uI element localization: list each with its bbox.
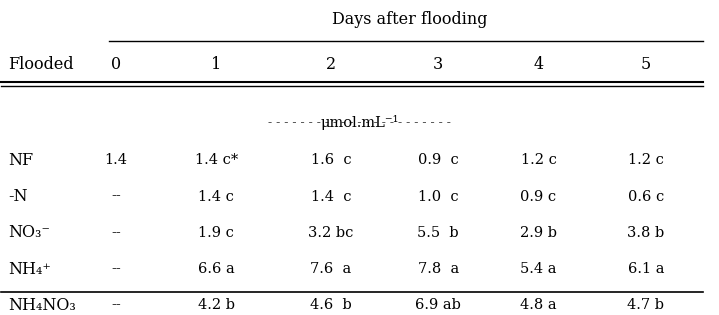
Text: 0.9 c: 0.9 c — [521, 190, 557, 203]
Text: 3: 3 — [433, 56, 444, 73]
Text: 0.6 c: 0.6 c — [628, 190, 664, 203]
Text: 4.7 b: 4.7 b — [628, 298, 664, 312]
Text: NF: NF — [9, 152, 34, 169]
Text: NO₃⁻: NO₃⁻ — [9, 224, 50, 241]
Text: 1.2 c: 1.2 c — [521, 153, 557, 167]
Text: 4.2 b: 4.2 b — [198, 298, 235, 312]
Text: 7.8  a: 7.8 a — [418, 262, 459, 276]
Text: 4: 4 — [533, 56, 544, 73]
Text: --: -- — [111, 298, 121, 312]
Text: 1.2 c: 1.2 c — [628, 153, 664, 167]
Text: 5.5  b: 5.5 b — [418, 226, 459, 240]
Text: 1.0  c: 1.0 c — [418, 190, 459, 203]
Text: 0.9  c: 0.9 c — [418, 153, 459, 167]
Text: 1.6  c: 1.6 c — [311, 153, 351, 167]
Text: Flooded: Flooded — [9, 56, 74, 73]
Text: 2.9 b: 2.9 b — [520, 226, 557, 240]
Text: 4.6  b: 4.6 b — [310, 298, 352, 312]
Text: --: -- — [111, 226, 121, 240]
Text: 1.4: 1.4 — [104, 153, 127, 167]
Text: 1.9 c: 1.9 c — [198, 226, 234, 240]
Text: - - - - - - - - - - - - - - - - - - - - - - -: - - - - - - - - - - - - - - - - - - - - … — [268, 116, 451, 129]
Text: 1.4 c*: 1.4 c* — [195, 153, 238, 167]
Text: 3.8 b: 3.8 b — [628, 226, 664, 240]
Text: 1: 1 — [211, 56, 221, 73]
Text: -N: -N — [9, 188, 28, 205]
Text: 5: 5 — [641, 56, 651, 73]
Text: 6.9 ab: 6.9 ab — [416, 298, 461, 312]
Text: μmol.mL⁻¹: μmol.mL⁻¹ — [320, 115, 399, 130]
Text: 3.2 bc: 3.2 bc — [308, 226, 354, 240]
Text: 0: 0 — [111, 56, 121, 73]
Text: NH₄⁺: NH₄⁺ — [9, 261, 52, 278]
Text: 5.4 a: 5.4 a — [521, 262, 557, 276]
Text: 6.1 a: 6.1 a — [628, 262, 664, 276]
Text: --: -- — [111, 262, 121, 276]
Text: 1.4  c: 1.4 c — [311, 190, 351, 203]
Text: --: -- — [111, 190, 121, 203]
Text: NH₄NO₃: NH₄NO₃ — [9, 297, 76, 314]
Text: 6.6 a: 6.6 a — [198, 262, 234, 276]
Text: 1.4 c: 1.4 c — [198, 190, 234, 203]
Text: 4.8 a: 4.8 a — [521, 298, 557, 312]
Text: Days after flooding: Days after flooding — [332, 11, 487, 28]
Text: 2: 2 — [326, 56, 336, 73]
Text: 7.6  a: 7.6 a — [310, 262, 352, 276]
